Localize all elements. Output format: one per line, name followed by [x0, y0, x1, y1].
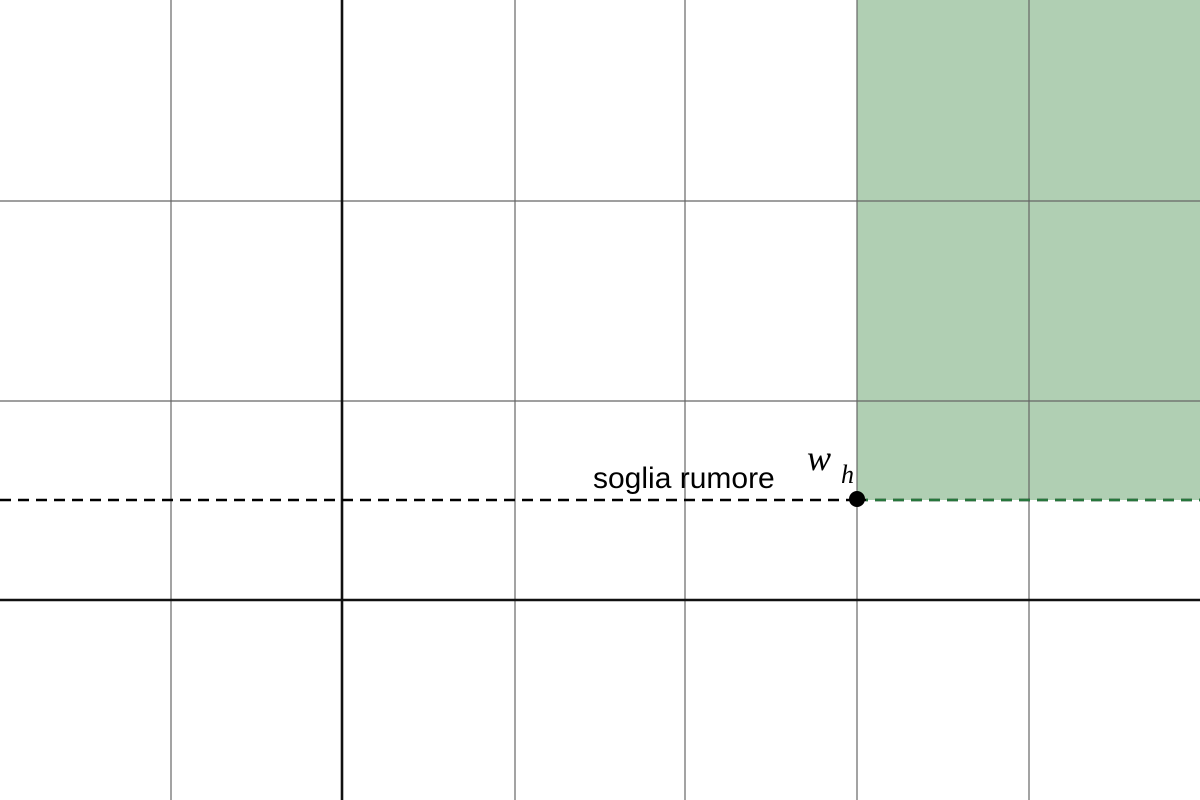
- vertical-grid: [170, 0, 1030, 800]
- point-label: w h: [807, 438, 854, 489]
- threshold-label: soglia rumore: [593, 462, 775, 495]
- point-label-subscript: h: [841, 460, 854, 489]
- horizontal-grid: [0, 200, 1200, 402]
- threshold-point: [849, 491, 865, 507]
- point-label-main: w: [807, 438, 831, 478]
